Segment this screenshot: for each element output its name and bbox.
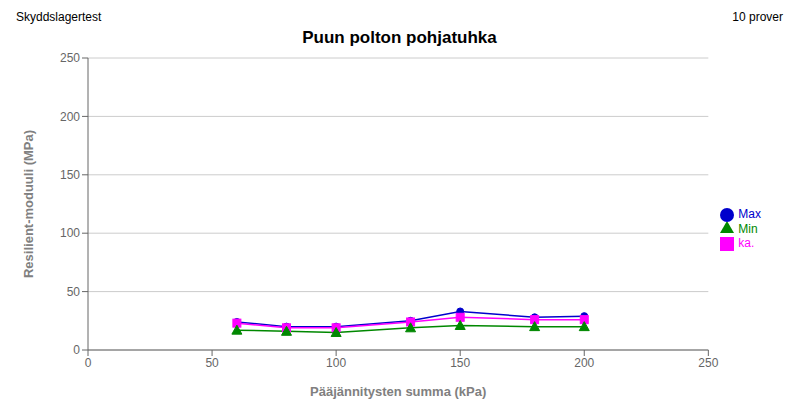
svg-text:Resilient-moduuli (MPa): Resilient-moduuli (MPa): [21, 130, 36, 278]
svg-text:100: 100: [60, 226, 80, 240]
svg-text:150: 150: [60, 168, 80, 182]
svg-text:100: 100: [326, 356, 346, 370]
svg-text:0: 0: [73, 343, 80, 357]
svg-text:200: 200: [60, 110, 80, 124]
svg-text:Pääjännitysten summa (kPa): Pääjännitysten summa (kPa): [310, 384, 486, 399]
html-text:ka.: ka.: [738, 236, 755, 251]
svg-text:0: 0: [85, 356, 92, 370]
svg-text:200: 200: [574, 356, 594, 370]
html-text:Max: Max: [738, 206, 761, 221]
svg-text:150: 150: [450, 356, 470, 370]
svg-text:50: 50: [205, 356, 219, 370]
html-text:Min: Min: [738, 221, 758, 236]
html-text:Skyddslagertest: Skyddslagertest: [16, 10, 102, 24]
html-text:10 prover: 10 prover: [732, 10, 783, 24]
html-text:Puun polton pohjatuhka: Puun polton pohjatuhka: [302, 28, 497, 47]
svg-text:250: 250: [698, 356, 718, 370]
svg-text:250: 250: [60, 51, 80, 65]
svg-text:50: 50: [67, 285, 81, 299]
